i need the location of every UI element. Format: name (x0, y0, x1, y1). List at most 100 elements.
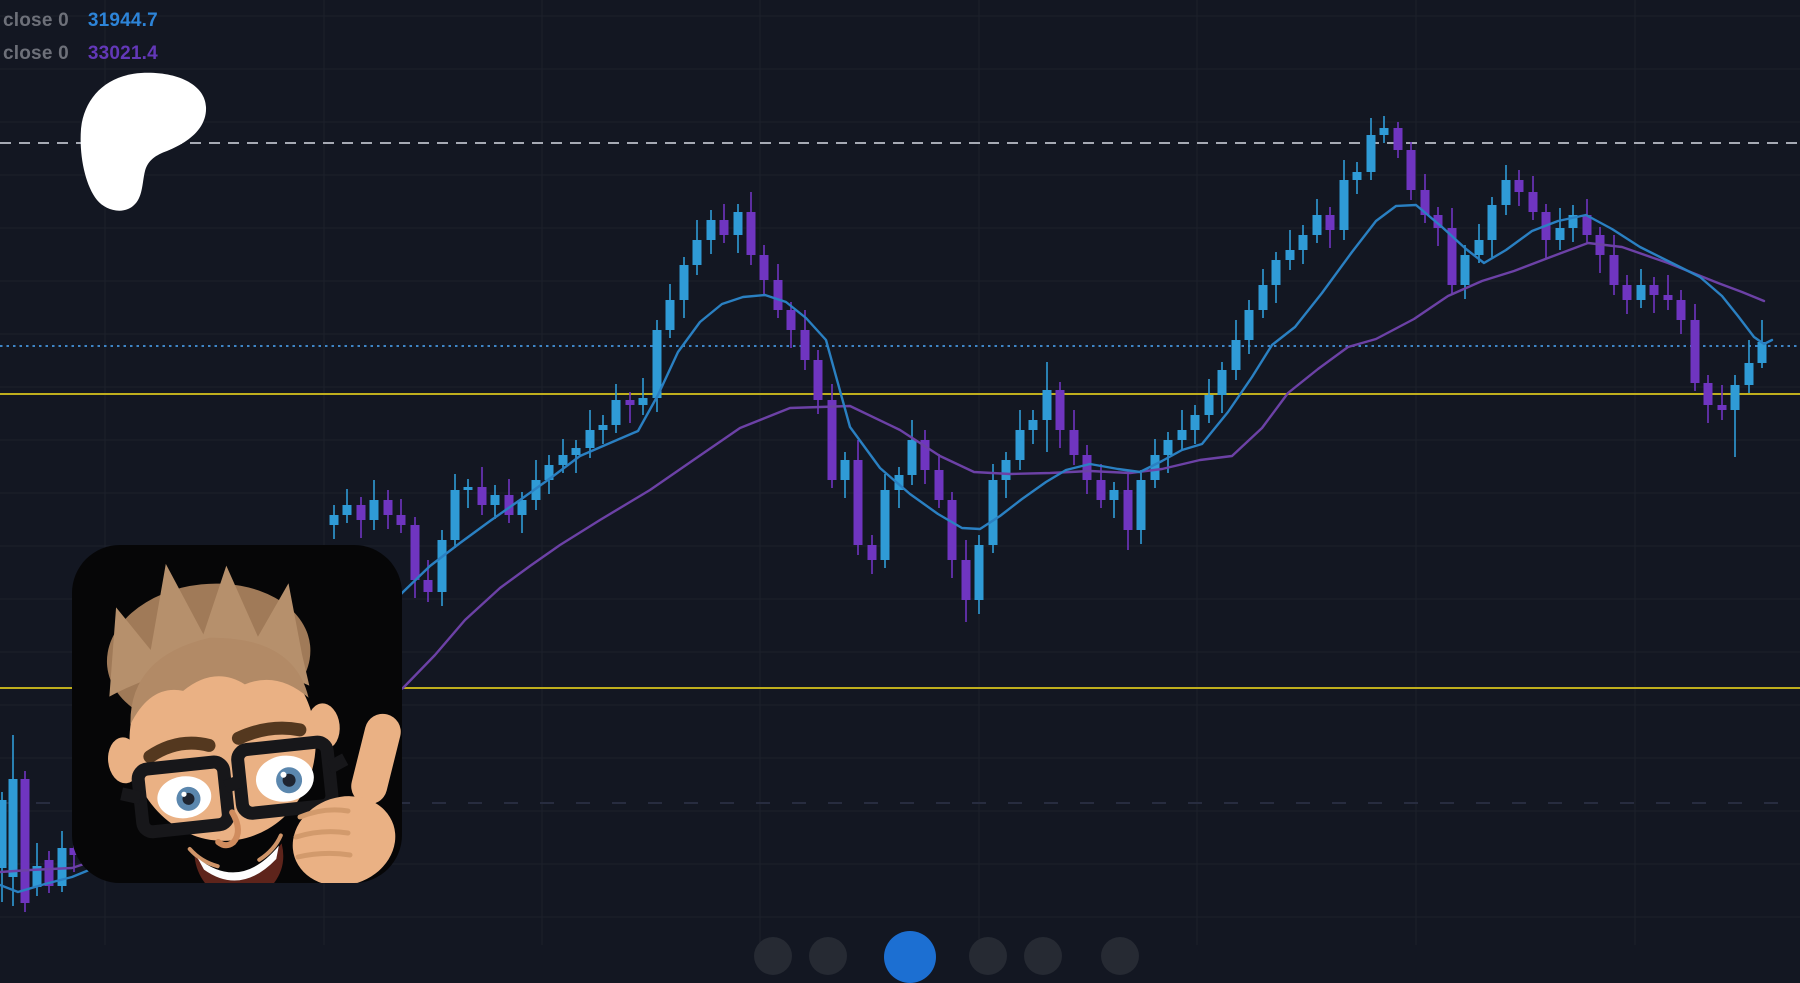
candle-body (423, 580, 433, 592)
carousel-dot[interactable] (1024, 937, 1062, 975)
candle-body (1501, 180, 1511, 205)
candle-body (1528, 192, 1538, 212)
candles (0, 116, 1767, 912)
candle-body (1231, 340, 1241, 370)
fist (292, 796, 396, 883)
candle-body (1312, 215, 1322, 235)
candle-body (1285, 250, 1295, 260)
indicator-label: close 0 (3, 10, 69, 31)
candle-body (1474, 240, 1484, 255)
candle-body (1055, 390, 1065, 430)
eye-glint-left (181, 791, 187, 797)
candle-body (490, 495, 500, 505)
candle-body (867, 545, 877, 560)
candle-body (1190, 415, 1200, 430)
candle-body (8, 779, 18, 877)
memoji-thumbs-up-illustration (106, 563, 401, 883)
carousel-dot[interactable] (754, 937, 792, 975)
carousel-dot[interactable] (809, 937, 847, 975)
candle-body (1420, 190, 1430, 215)
candle-body (679, 265, 689, 300)
indicator-label: close 0 (3, 43, 69, 64)
candle-body (1028, 420, 1038, 430)
candle-body (907, 440, 917, 475)
candle-body (44, 860, 54, 886)
candle-body (1352, 172, 1362, 180)
candle-body (988, 480, 998, 545)
candle-body (652, 330, 662, 398)
indicator-value: 31944.7 (87, 10, 158, 31)
candle-body (920, 440, 930, 470)
moving-average-lines (0, 203, 1774, 894)
candle-body (1460, 255, 1470, 285)
candle-body (1258, 285, 1268, 310)
candle-body (0, 800, 7, 868)
candle-body (1177, 430, 1187, 440)
pupil-right (282, 773, 296, 787)
candle-body (611, 400, 621, 425)
candle-body (1555, 228, 1565, 240)
teeth (197, 845, 279, 881)
candle-body (342, 505, 352, 515)
candle-body (1690, 320, 1700, 383)
carousel-dot-active[interactable] (884, 931, 936, 983)
memoji-avatar (72, 545, 402, 883)
candle-body (531, 480, 541, 500)
candle-body (1393, 128, 1403, 150)
candle-body (437, 540, 447, 592)
eye-glint-right (280, 771, 287, 778)
candle-body (719, 220, 729, 235)
candle-body (1730, 385, 1740, 410)
candle-body (1622, 285, 1632, 300)
candle-body (558, 455, 568, 465)
candle-body (598, 425, 608, 430)
candle-body (1582, 215, 1592, 235)
candle-body (1379, 128, 1389, 135)
candle-body (410, 525, 420, 580)
indicator-row-fast-ma[interactable]: close 0 31944.7 (3, 10, 158, 43)
candle-body (759, 255, 769, 280)
candle-body (1163, 440, 1173, 455)
thumbs-up-hand (292, 713, 401, 883)
hair-fringe (130, 637, 309, 725)
indicator-legend: close 0 31944.7 close 0 33021.4 (3, 10, 158, 76)
candle-body (356, 505, 366, 520)
candle-body (947, 500, 957, 560)
candle-body (1136, 480, 1146, 530)
candle-body (934, 470, 944, 500)
candle-body (383, 500, 393, 515)
indicator-value: 33021.4 (87, 43, 158, 64)
candle-body (1406, 150, 1416, 190)
candle-body (1757, 342, 1767, 363)
candle-body (20, 779, 30, 903)
candle-body (1109, 490, 1119, 500)
smile-crease-left (187, 846, 220, 869)
grid-lines (0, 0, 1800, 945)
candle-body (1150, 455, 1160, 480)
patreon-blob-icon (80, 72, 207, 211)
candle-body (853, 460, 863, 545)
candle-body (813, 360, 823, 400)
candle-body (1339, 180, 1349, 230)
candle-body (1042, 390, 1052, 420)
candle-body (1217, 370, 1227, 395)
ma-slow-line (0, 241, 1766, 874)
carousel-dot[interactable] (1101, 937, 1139, 975)
candle-body (1568, 215, 1578, 228)
carousel-dot[interactable] (969, 937, 1007, 975)
candle-body (1069, 430, 1079, 455)
candle-body (974, 545, 984, 600)
candle-body (450, 490, 460, 540)
indicator-row-slow-ma[interactable]: close 0 33021.4 (3, 43, 158, 76)
candle-body (733, 212, 743, 235)
candle-body (1298, 235, 1308, 250)
candle-body (786, 310, 796, 330)
candle-body (1325, 215, 1335, 230)
candle-body (396, 515, 406, 525)
candle-body (800, 330, 810, 360)
candle-body (625, 400, 635, 405)
candle-body (1366, 135, 1376, 172)
candle-body (1487, 205, 1497, 240)
candle-body (1433, 215, 1443, 228)
